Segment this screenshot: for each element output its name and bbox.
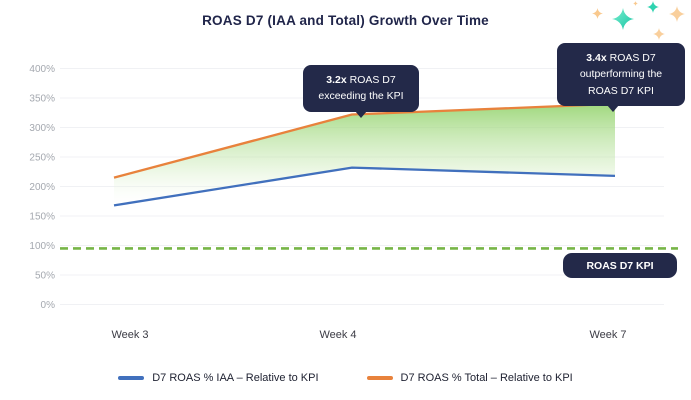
legend-swatch-iaa: [118, 376, 145, 380]
series-line-total: [113, 102, 616, 179]
x-tick-label: Week 7: [589, 329, 626, 341]
y-tick-label: 250%: [29, 153, 55, 164]
y-tick-label: 100%: [29, 241, 55, 252]
sparkle-icon: [653, 28, 665, 40]
legend-swatch-total: [366, 376, 393, 380]
sparkle-icon: [633, 1, 638, 6]
annotation-week4-value: 3.2x: [326, 74, 347, 86]
chart-title: ROAS D7 (IAA and Total) Growth Over Time: [202, 13, 489, 28]
y-tick-label: 200%: [29, 182, 55, 193]
sparkle-icon: [612, 8, 634, 30]
annotation-week7-value: 3.4x: [586, 52, 607, 64]
sparkle-icon: [592, 8, 603, 19]
x-tick-label: Week 4: [319, 329, 356, 341]
annotation-tooltip-week4: 3.2x ROAS D7 exceeding the KPI: [303, 65, 419, 118]
series-line-iaa: [113, 166, 616, 207]
area-fill: [114, 103, 615, 206]
kpi-badge: ROAS D7 KPI: [563, 253, 677, 278]
chart-legend: D7 ROAS % IAA – Relative to KPI D7 ROAS …: [0, 372, 691, 384]
annotation-week7-text: ROAS D7 outperforming the ROAS D7 KPI: [579, 52, 663, 97]
x-tick-label: Week 3: [111, 329, 148, 341]
y-tick-label: 0%: [41, 300, 56, 311]
tooltip-arrow-icon: [355, 110, 367, 118]
sparkle-icon: [647, 1, 659, 13]
sparkle-icon: [669, 6, 685, 22]
y-tick-label: 150%: [29, 212, 55, 223]
annotation-week4-text: ROAS D7 exceeding the KPI: [318, 74, 404, 103]
y-tick-label: 400%: [29, 64, 55, 75]
sparkles-decor: [585, 0, 691, 46]
annotation-tooltip-week7: 3.4x ROAS D7 outperforming the ROAS D7 K…: [557, 43, 685, 112]
legend-item-total[interactable]: D7 ROAS % Total – Relative to KPI: [366, 372, 573, 384]
legend-item-iaa[interactable]: D7 ROAS % IAA – Relative to KPI: [118, 372, 319, 384]
legend-label-iaa: D7 ROAS % IAA – Relative to KPI: [152, 372, 319, 384]
y-tick-label: 50%: [35, 271, 55, 282]
legend-label-total: D7 ROAS % Total – Relative to KPI: [400, 372, 573, 384]
tooltip-arrow-icon: [607, 104, 619, 112]
y-tick-label: 350%: [29, 94, 55, 105]
y-tick-label: 300%: [29, 123, 55, 134]
